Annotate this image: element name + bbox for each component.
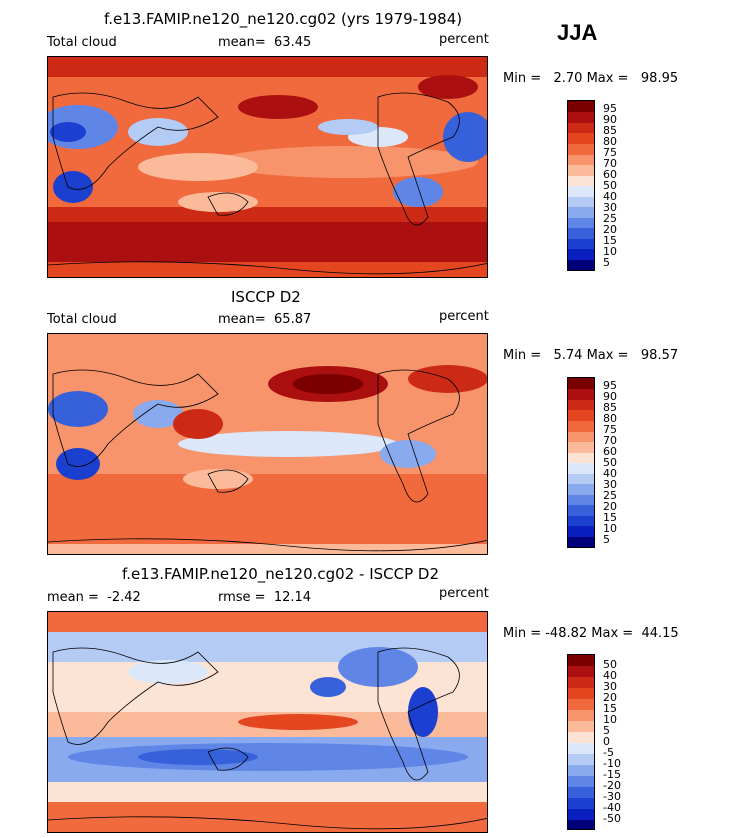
panel3-colorbar [567, 654, 595, 830]
panel1-colorbar [567, 100, 595, 271]
panel1-map [47, 56, 488, 278]
panel3-colorbar-labels: 50 40 30 20 15 10 5 0 -5 -10 -15 -20 -30 -40 -50 [603, 658, 621, 825]
panel3-map-graphic [48, 612, 487, 832]
panel1-mean-value: 63.45 [274, 35, 312, 50]
panel1-colorbar-labels: 95 90 85 80 75 70 60 50 40 30 25 20 15 10 5 [603, 102, 617, 269]
panel1-map-graphic [48, 57, 487, 277]
panel2-map-graphic [48, 334, 487, 554]
panel1-min-value: 2.70 [553, 71, 583, 86]
panel3-max-value: 44.15 [641, 626, 679, 641]
panel2-units-label: percent [439, 309, 489, 324]
panel3-title: f.e13.FAMIP.ne120_ne120.cg02 - ISCCP D2 [122, 565, 439, 583]
panel3-mean-value: -2.42 [107, 590, 141, 605]
season-label: JJA [557, 20, 598, 45]
panel2-mean-value: 65.87 [274, 312, 312, 327]
panel1-mean-label: mean= 63.45 [218, 35, 312, 50]
panel3-map [47, 611, 488, 833]
panel3-rmse-value: 12.14 [273, 590, 312, 605]
panel3-minmax: Min = -48.82 Max = 44.15 [503, 626, 679, 641]
panel2-title: ISCCP D2 [231, 288, 301, 306]
panel2-mean-label: mean= 65.87 [218, 312, 312, 327]
panel2-variable-label: Total cloud [47, 312, 117, 327]
panel3-min-value: -48.82 [545, 626, 588, 641]
panel2-minmax: Min = 5.74 Max = 98.57 [503, 348, 679, 363]
panel3-rmse-label: rmse = 12.14 [218, 590, 312, 605]
panel2-map [47, 333, 488, 555]
panel1-max-value: 98.95 [640, 71, 679, 86]
panel1-variable-label: Total cloud [47, 35, 117, 50]
panel2-min-value: 5.74 [553, 348, 583, 363]
panel3-mean-label: mean = -2.42 [47, 590, 141, 605]
panel1-units-label: percent [439, 32, 489, 47]
panel2-colorbar-labels: 95 90 85 80 75 70 60 50 40 30 25 20 15 10 5 [603, 379, 617, 546]
panel3-units-label: percent [439, 586, 489, 601]
panel1-title: f.e13.FAMIP.ne120_ne120.cg02 (yrs 1979-1… [104, 10, 463, 28]
panel2-max-value: 98.57 [640, 348, 679, 363]
panel1-minmax: Min = 2.70 Max = 98.95 [503, 71, 679, 86]
panel2-colorbar [567, 377, 595, 548]
